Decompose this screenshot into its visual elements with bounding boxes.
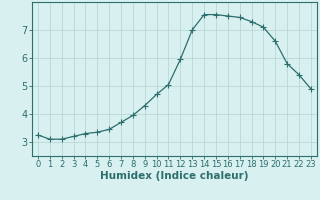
X-axis label: Humidex (Indice chaleur): Humidex (Indice chaleur) bbox=[100, 171, 249, 181]
